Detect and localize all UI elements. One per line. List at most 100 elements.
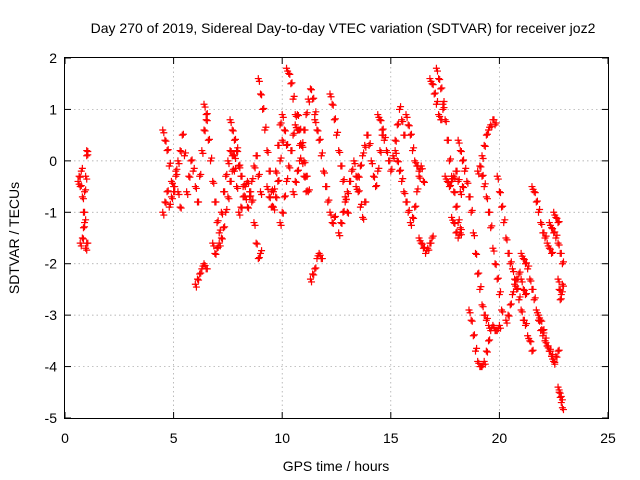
data-point: [482, 131, 490, 139]
x-tick-label: 5: [170, 430, 178, 446]
data-point: [405, 122, 413, 130]
data-point: [392, 137, 400, 145]
data-point: [312, 118, 320, 126]
data-point: [545, 244, 553, 252]
series-arc_j: [235, 177, 266, 263]
data-point: [229, 127, 237, 135]
data-point: [419, 177, 427, 185]
data-point: [77, 242, 85, 250]
data-point: [301, 126, 309, 134]
data-point: [444, 136, 452, 144]
data-point: [340, 176, 348, 184]
data-point: [83, 175, 91, 183]
data-point: [429, 81, 437, 89]
data-point: [532, 198, 540, 206]
data-point: [378, 126, 386, 134]
data-point: [290, 129, 298, 137]
data-point: [531, 189, 539, 197]
data-point: [201, 103, 209, 111]
data-point: [192, 283, 200, 291]
data-point: [521, 291, 529, 299]
data-point: [447, 182, 455, 190]
series-arc_q: [311, 116, 339, 227]
data-point: [281, 127, 289, 135]
data-point: [455, 176, 463, 184]
data-point: [492, 119, 500, 127]
data-point: [475, 269, 483, 277]
data-point: [288, 147, 296, 155]
data-point: [306, 85, 314, 93]
data-point: [486, 208, 494, 216]
data-point: [409, 213, 417, 221]
y-tick-label: -1: [45, 204, 58, 220]
data-point: [468, 206, 476, 214]
grid-lines: [65, 58, 608, 418]
data-point: [555, 388, 563, 396]
data-point: [442, 118, 450, 126]
data-point: [381, 134, 389, 142]
data-point: [510, 288, 518, 296]
data-point: [273, 194, 281, 202]
data-point: [297, 154, 305, 162]
data-point: [503, 236, 511, 244]
data-point: [285, 69, 293, 77]
series-arc_m: [276, 111, 313, 229]
data-point: [493, 275, 501, 283]
data-point: [83, 246, 91, 254]
data-point: [217, 234, 225, 242]
data-point: [323, 183, 331, 191]
data-point: [186, 173, 194, 181]
x-tick-label: 0: [61, 430, 69, 446]
data-point: [201, 127, 209, 135]
series-arc_f: [191, 260, 211, 291]
series-arc_v: [391, 147, 424, 229]
data-point: [379, 125, 387, 133]
series-arc_ai: [517, 249, 559, 366]
data-point: [169, 195, 177, 203]
data-point: [495, 188, 503, 196]
data-point: [338, 219, 346, 227]
data-point: [429, 232, 437, 240]
data-point: [457, 226, 465, 234]
series-arc_ad: [465, 306, 504, 371]
data-point: [279, 138, 287, 146]
data-point: [372, 183, 380, 191]
data-point: [283, 141, 291, 149]
data-point: [477, 283, 485, 291]
data-point: [293, 167, 301, 175]
data-point: [223, 206, 231, 214]
data-point: [245, 179, 253, 187]
data-point: [331, 213, 339, 221]
data-point: [253, 240, 261, 248]
data-point: [472, 249, 480, 257]
data-point: [292, 112, 300, 120]
data-point: [553, 231, 561, 239]
data-point: [528, 347, 536, 355]
data-point: [277, 221, 285, 229]
data-point: [76, 173, 84, 181]
data-point: [349, 165, 357, 173]
x-tick-labels: 0 5 10 15 20 25: [61, 430, 616, 446]
series-arc_an: [554, 275, 567, 304]
data-point: [529, 285, 537, 293]
data-point: [468, 317, 476, 325]
data-point: [523, 320, 531, 328]
data-point: [483, 130, 491, 138]
data-point: [266, 194, 274, 202]
data-point: [308, 278, 316, 286]
data-point: [310, 94, 318, 102]
data-point: [232, 135, 240, 143]
data-point: [355, 173, 363, 181]
data-point: [188, 156, 196, 164]
data-point: [277, 154, 285, 162]
y-tick-label: 2: [49, 50, 57, 66]
x-axis-label: GPS time / hours: [283, 458, 390, 474]
data-point: [427, 239, 435, 247]
series-arc_ao: [554, 383, 567, 414]
data-point: [316, 135, 324, 143]
data-point: [236, 164, 244, 172]
data-point: [455, 216, 463, 224]
data-point: [329, 101, 337, 109]
data-point: [277, 119, 285, 127]
